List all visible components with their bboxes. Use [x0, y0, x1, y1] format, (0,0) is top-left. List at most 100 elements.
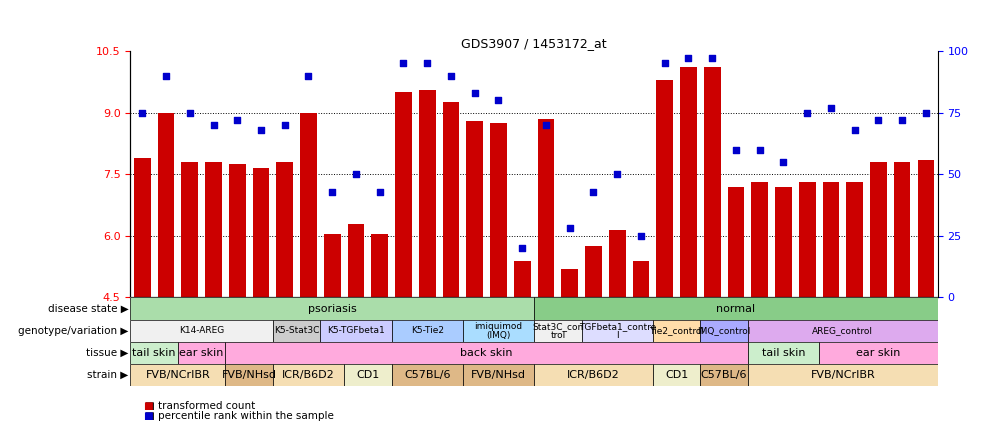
Point [822, 104, 838, 111]
Bar [747, 342, 819, 364]
Text: CD1: CD1 [664, 370, 687, 380]
Text: FVB/NCrIBR: FVB/NCrIBR [145, 370, 210, 380]
Text: FVB/NHsd: FVB/NHsd [471, 370, 525, 380]
Point [893, 116, 909, 123]
Text: tail skin: tail skin [761, 348, 805, 358]
Bar [300, 113, 317, 297]
Bar [344, 364, 391, 386]
Bar [750, 182, 768, 297]
Bar [581, 320, 652, 342]
Point [205, 122, 221, 129]
Bar [134, 158, 150, 297]
Point [727, 146, 743, 153]
Text: IMQ_control: IMQ_control [696, 326, 750, 335]
Bar [462, 320, 534, 342]
Point [846, 127, 862, 134]
Point [775, 159, 791, 166]
Bar [703, 67, 719, 297]
Bar [798, 182, 815, 297]
Text: ear skin: ear skin [856, 348, 900, 358]
Bar [747, 320, 937, 342]
Bar [870, 162, 886, 297]
Point [750, 146, 767, 153]
Bar [130, 297, 534, 320]
Text: tail skin: tail skin [132, 348, 175, 358]
Bar [699, 320, 747, 342]
Bar [225, 342, 747, 364]
Bar [466, 121, 483, 297]
Text: AREG_control: AREG_control [812, 326, 873, 335]
Text: ear skin: ear skin [179, 348, 223, 358]
Text: genotype/variation ▶: genotype/variation ▶ [18, 326, 128, 336]
Bar [917, 160, 933, 297]
Bar [395, 92, 412, 297]
Bar [348, 224, 364, 297]
Bar [584, 246, 601, 297]
Text: strain ▶: strain ▶ [87, 370, 128, 380]
Point [229, 116, 245, 123]
Bar [324, 234, 341, 297]
Bar [391, 320, 462, 342]
Point [703, 55, 719, 62]
Text: ■: ■ [143, 412, 153, 421]
Bar [775, 186, 791, 297]
Bar [273, 320, 320, 342]
Bar [177, 342, 225, 364]
Bar [679, 67, 696, 297]
Bar [513, 261, 530, 297]
Point [799, 109, 815, 116]
Bar [822, 182, 839, 297]
Bar [655, 80, 672, 297]
Point [608, 171, 624, 178]
Text: imiquimod
(IMQ): imiquimod (IMQ) [474, 322, 522, 340]
Text: psoriasis: psoriasis [308, 304, 357, 313]
Point [679, 55, 695, 62]
Text: C57BL/6: C57BL/6 [700, 370, 746, 380]
Bar [181, 162, 197, 297]
Bar [699, 364, 747, 386]
Point [490, 97, 506, 104]
Text: tissue ▶: tissue ▶ [86, 348, 128, 358]
Point [372, 188, 388, 195]
Point [561, 225, 577, 232]
Text: Stat3C_con
trol: Stat3C_con trol [532, 322, 583, 340]
Bar [534, 364, 652, 386]
Point [443, 72, 459, 79]
Bar [225, 364, 273, 386]
Text: back skin: back skin [460, 348, 512, 358]
Bar [652, 364, 699, 386]
Bar [253, 168, 270, 297]
Point [632, 232, 648, 239]
Point [301, 72, 317, 79]
Bar [537, 119, 554, 297]
Bar [130, 342, 177, 364]
Point [253, 127, 269, 134]
Point [585, 188, 601, 195]
Text: ■ transformed count: ■ transformed count [145, 401, 256, 411]
Bar [419, 90, 435, 297]
Bar [205, 162, 221, 297]
Bar [534, 297, 937, 320]
Text: ■ percentile rank within the sample: ■ percentile rank within the sample [145, 412, 334, 421]
Bar [534, 320, 581, 342]
Bar [462, 364, 534, 386]
Point [917, 109, 933, 116]
Point [656, 60, 672, 67]
Bar [726, 186, 743, 297]
Bar [228, 164, 245, 297]
Bar [273, 364, 344, 386]
Text: Tie2_control: Tie2_control [648, 326, 703, 335]
Bar [846, 182, 862, 297]
Bar [157, 113, 174, 297]
Bar [130, 320, 273, 342]
Bar [747, 364, 937, 386]
Bar [490, 123, 506, 297]
Text: K5-Stat3C: K5-Stat3C [274, 326, 319, 335]
Text: ICR/B6D2: ICR/B6D2 [282, 370, 335, 380]
Text: FVB/NHsd: FVB/NHsd [221, 370, 277, 380]
Point [181, 109, 197, 116]
Text: C57BL/6: C57BL/6 [404, 370, 450, 380]
Point [158, 72, 174, 79]
Point [395, 60, 411, 67]
Bar [391, 364, 462, 386]
